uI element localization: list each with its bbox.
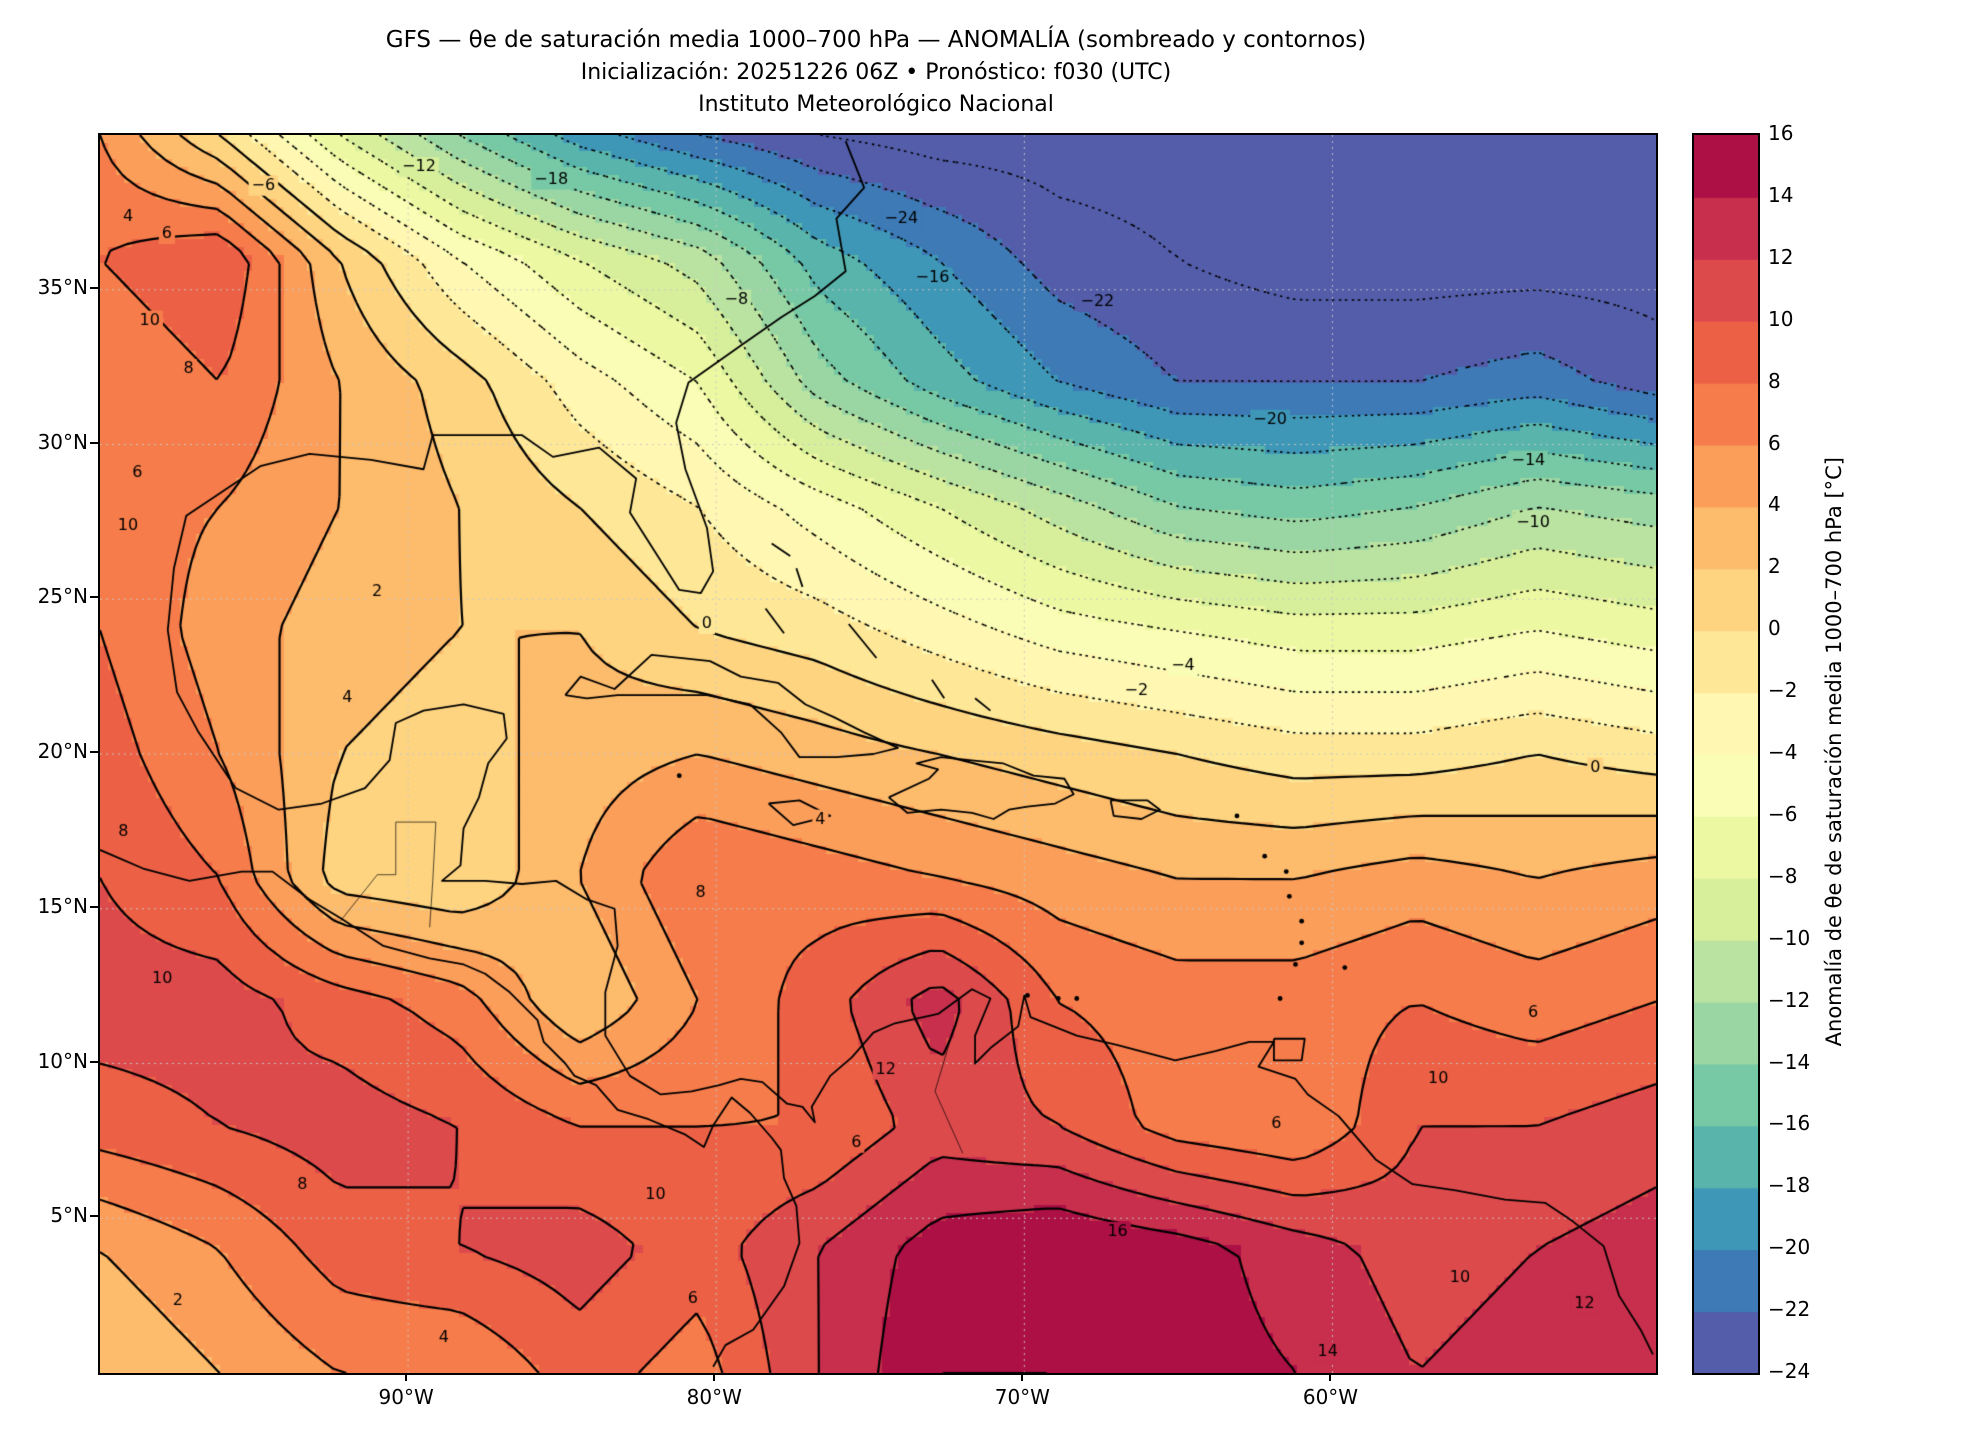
colorbar-tick-label: −2	[1768, 678, 1798, 703]
colorbar-tick-label: −20	[1768, 1235, 1811, 1260]
colorbar-tick-label: −8	[1768, 863, 1798, 888]
lon-tick-label: 90°W	[378, 1385, 434, 1409]
lat-tick-label: 10°N	[37, 1048, 88, 1073]
lat-tick-mark	[90, 751, 98, 753]
chart-title: GFS — θe de saturación media 1000–700 hP…	[385, 27, 1367, 53]
colorbar-tick-label: 6	[1768, 430, 1781, 455]
lon-tick-mark	[713, 1373, 716, 1381]
colorbar-tick-label: 16	[1768, 121, 1794, 145]
colorbar-tick-label: 12	[1768, 244, 1794, 269]
lon-tick-label: 70°W	[994, 1385, 1050, 1409]
lon-tick-label: 80°W	[686, 1385, 742, 1409]
title-block: GFS — θe de saturación media 1000–700 hP…	[98, 24, 1654, 121]
lat-tick-mark	[90, 1060, 98, 1063]
lat-tick-label: 35°N	[37, 274, 88, 299]
lat-tick-mark	[90, 1215, 98, 1218]
colorbar-canvas	[1694, 135, 1758, 1373]
colorbar-tick-label: −12	[1768, 987, 1811, 1012]
colorbar-tick-label: 10	[1768, 306, 1794, 331]
colorbar-tick-label: −6	[1768, 801, 1798, 826]
colorbar-tick-label: −24	[1768, 1359, 1811, 1383]
map-plot-area	[98, 133, 1658, 1375]
colorbar-tick-label: 0	[1768, 616, 1781, 641]
lat-tick-mark	[90, 441, 98, 444]
colorbar	[1692, 133, 1760, 1375]
lat-tick-label: 20°N	[37, 739, 88, 763]
lat-tick-mark	[90, 286, 98, 289]
lat-tick-label: 30°N	[37, 429, 88, 454]
colorbar-tick-label: 14	[1768, 182, 1794, 207]
colorbar-tick-label: 2	[1768, 554, 1781, 579]
colorbar-tick-label: −4	[1768, 740, 1798, 764]
colorbar-tick-label: 4	[1768, 492, 1781, 517]
chart-institution: Instituto Meteorológico Nacional	[698, 92, 1054, 118]
lon-tick-label: 60°W	[1302, 1385, 1359, 1409]
colorbar-tick-label: −10	[1768, 925, 1811, 950]
lon-tick-mark	[1329, 1373, 1332, 1381]
colorbar-tick-label: 8	[1768, 368, 1781, 393]
chart-subtitle: Inicialización: 20251226 06Z • Pronóstic…	[580, 60, 1172, 86]
colorbar-tick-label: −18	[1768, 1173, 1811, 1198]
lat-tick-label: 5°N	[50, 1203, 88, 1228]
lon-tick-mark	[1021, 1373, 1024, 1381]
colorbar-tick-label: −16	[1768, 1111, 1811, 1136]
lat-tick-label: 15°N	[37, 893, 88, 918]
colorbar-tick-label: −14	[1768, 1049, 1811, 1074]
colorbar-label: Anomalía de θe de saturación media 1000–…	[1822, 457, 1846, 1047]
lon-tick-mark	[405, 1373, 408, 1381]
lat-tick-mark	[90, 905, 98, 908]
colorbar-label-wrap: Anomalía de θe de saturación media 1000–…	[1822, 133, 1846, 1371]
lat-tick-label: 25°N	[37, 584, 88, 609]
lat-tick-mark	[90, 596, 98, 599]
colorbar-tick-label: −22	[1768, 1297, 1811, 1322]
anomaly-map-canvas	[100, 135, 1656, 1373]
